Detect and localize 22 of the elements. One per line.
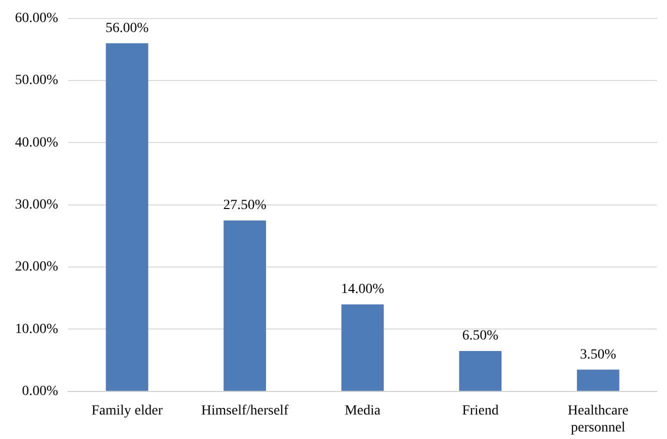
x-tick-label: Media	[344, 403, 382, 418]
data-label: 56.00%	[105, 20, 149, 36]
y-tick-label: 20.00%	[14, 260, 58, 275]
y-tick-label: 60.00%	[14, 11, 58, 26]
x-tick-label: Healthcare personnel	[568, 403, 628, 436]
data-label: 14.00%	[340, 282, 384, 298]
x-tick-label: Friend	[462, 403, 499, 418]
bar	[576, 370, 620, 391]
y-tick-label: 0.00%	[22, 384, 58, 400]
data-label: 3.50%	[580, 347, 617, 362]
bar	[106, 43, 148, 391]
y-tick-label: 50.00%	[14, 73, 58, 88]
bar	[459, 350, 502, 391]
bar	[341, 304, 384, 391]
y-tick-label: 10.00%	[14, 322, 58, 337]
data-label: 27.50%	[223, 198, 267, 214]
x-tick-label: Himself/herself	[201, 403, 289, 418]
y-tick-label: 30.00%	[14, 198, 58, 213]
x-tick-label: Family elder	[91, 403, 163, 418]
bar	[224, 220, 266, 391]
y-tick-label: 40.00%	[14, 135, 58, 150]
data-label: 6.50%	[462, 328, 499, 344]
